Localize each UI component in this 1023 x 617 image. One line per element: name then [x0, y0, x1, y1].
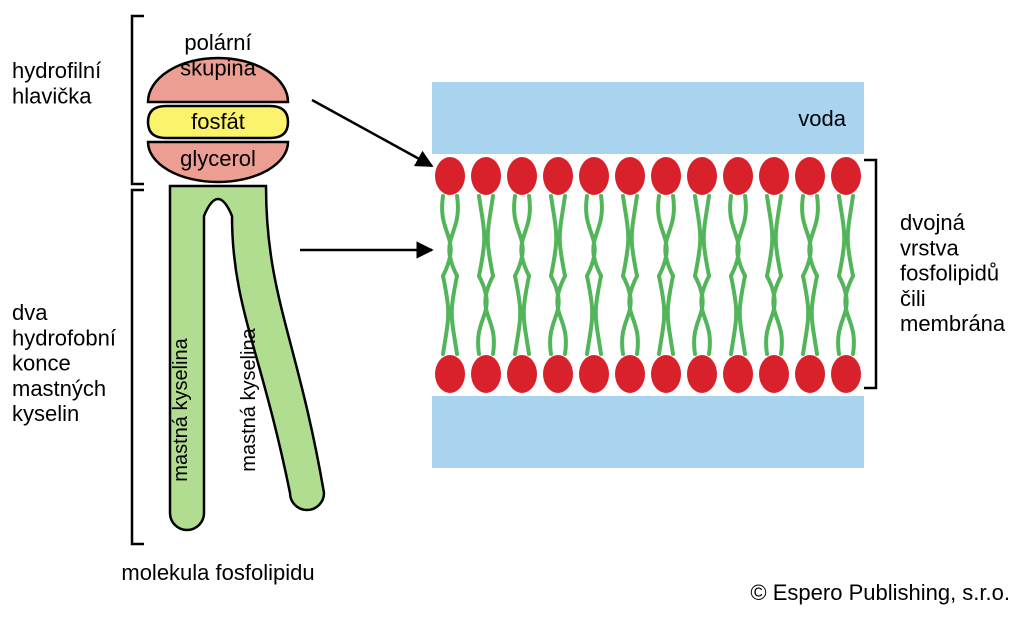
lipid-head	[579, 355, 609, 393]
lipid-head	[831, 355, 861, 393]
lipid-head	[759, 157, 789, 195]
lipid-head	[651, 355, 681, 393]
phosphate-label: fosfát	[191, 109, 245, 134]
hydrophilic-head-label: hydrofilníhlavička	[12, 58, 101, 108]
fatty-acid-label-left: mastná kyselina	[170, 337, 192, 481]
bracket-head	[132, 16, 144, 184]
lipid-head	[471, 355, 501, 393]
lipid-head	[543, 157, 573, 195]
lipid-head	[507, 157, 537, 195]
lipid-head	[831, 157, 861, 195]
bilayer-label: dvojnávrstvafosfolipidůčilimembrána	[900, 210, 1006, 336]
lipid-head	[615, 157, 645, 195]
lipid-head	[651, 157, 681, 195]
lipid-head	[471, 157, 501, 195]
lipid-head	[435, 157, 465, 195]
lipid-head	[723, 157, 753, 195]
bracket-bilayer	[864, 160, 876, 388]
glycerol-label: glycerol	[180, 146, 256, 171]
lipid-head	[795, 355, 825, 393]
fatty-acid-label-right: mastná kyselina	[238, 327, 260, 471]
polar-group-label: polárnískupina	[180, 30, 257, 80]
water-bottom	[432, 396, 864, 468]
lipid-head	[543, 355, 573, 393]
lipid-head	[507, 355, 537, 393]
lipid-head	[687, 157, 717, 195]
lipid-head	[579, 157, 609, 195]
lipid-head	[687, 355, 717, 393]
molecule-caption: molekula fosfolipidu	[121, 560, 314, 585]
copyright-label: © Espero Publishing, s.r.o.	[750, 580, 1010, 605]
arrow-to-heads	[312, 100, 432, 166]
lipid-head	[759, 355, 789, 393]
lipid-head	[615, 355, 645, 393]
hydrophobic-tails-label: dvahydrofobníkoncemastnýchkyselin	[12, 300, 116, 426]
bilayer-heads	[435, 157, 861, 393]
bracket-tails	[132, 190, 144, 544]
water-label: voda	[798, 106, 846, 131]
lipid-head	[795, 157, 825, 195]
lipid-head	[435, 355, 465, 393]
lipid-head	[723, 355, 753, 393]
